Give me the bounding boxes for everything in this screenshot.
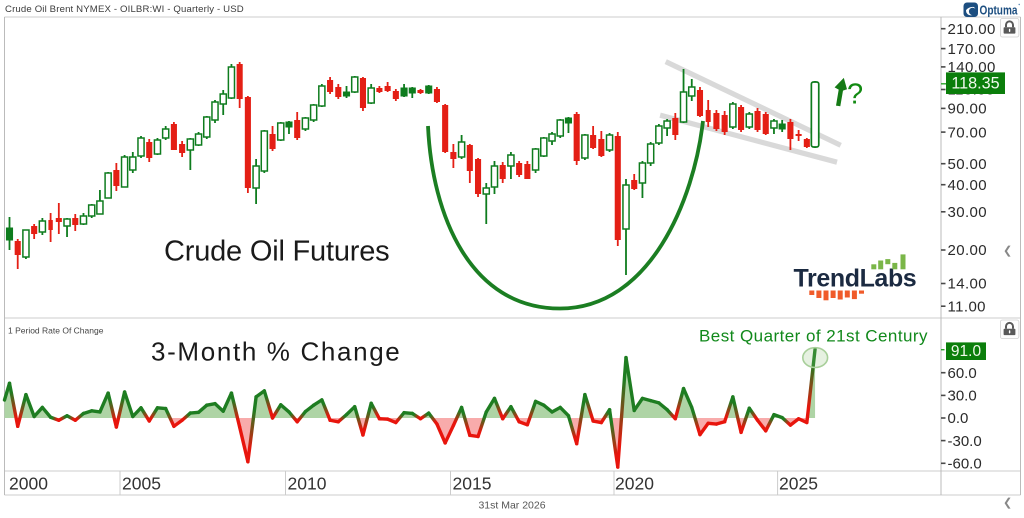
svg-text:Crude Oil Futures: Crude Oil Futures (164, 236, 389, 268)
svg-text:30.00: 30.00 (948, 204, 988, 221)
svg-text:0.0: 0.0 (948, 410, 969, 427)
svg-text:Best Quarter of 21st Century: Best Quarter of 21st Century (699, 327, 928, 346)
svg-text:70.00: 70.00 (948, 124, 988, 141)
svg-text:20.00: 20.00 (948, 242, 988, 259)
svg-text:118.35: 118.35 (951, 75, 999, 93)
svg-text:2005: 2005 (122, 474, 161, 494)
svg-text:40.00: 40.00 (948, 177, 988, 194)
svg-text:140.00: 140.00 (948, 59, 996, 76)
svg-text:2000: 2000 (9, 474, 48, 494)
svg-text:TrendLabs: TrendLabs (794, 265, 917, 293)
svg-text:14.00: 14.00 (948, 276, 988, 293)
svg-text:60.0: 60.0 (948, 365, 977, 382)
svg-text:1 Period Rate Of Change: 1 Period Rate Of Change (8, 326, 104, 336)
svg-text:90.00: 90.00 (948, 101, 988, 118)
svg-text:30.0: 30.0 (948, 388, 977, 405)
svg-text:210.00: 210.00 (948, 21, 996, 38)
svg-text:170.00: 170.00 (948, 41, 996, 58)
svg-text:?: ? (847, 79, 863, 111)
svg-text:2015: 2015 (453, 474, 492, 494)
svg-text:-30.0: -30.0 (948, 433, 982, 450)
svg-text:91.0: 91.0 (951, 343, 982, 360)
svg-text:31st Mar 2026: 31st Mar 2026 (478, 500, 545, 512)
svg-text:2020: 2020 (615, 474, 654, 494)
svg-text:Crude Oil Brent NYMEX - OILBR:: Crude Oil Brent NYMEX - OILBR:WI - Quart… (5, 4, 244, 15)
svg-text:2010: 2010 (288, 474, 327, 494)
svg-text:3-Month % Change: 3-Month % Change (151, 337, 401, 367)
svg-text:2025: 2025 (779, 474, 818, 494)
svg-text:11.00: 11.00 (948, 298, 986, 315)
svg-text:❮: ❮ (1003, 497, 1012, 509)
svg-text:❮: ❮ (1003, 245, 1012, 257)
svg-text:Optuma: Optuma (980, 3, 1019, 18)
svg-text:50.00: 50.00 (948, 156, 988, 173)
svg-text:-60.0: -60.0 (948, 456, 982, 473)
